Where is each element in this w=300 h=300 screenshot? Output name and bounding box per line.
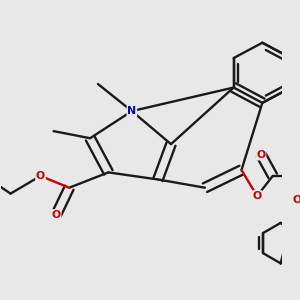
Text: O: O (52, 210, 61, 220)
Text: O: O (293, 194, 300, 205)
Text: O: O (36, 171, 45, 181)
Text: N: N (127, 106, 136, 116)
Text: O: O (256, 150, 266, 160)
Text: O: O (253, 191, 262, 201)
